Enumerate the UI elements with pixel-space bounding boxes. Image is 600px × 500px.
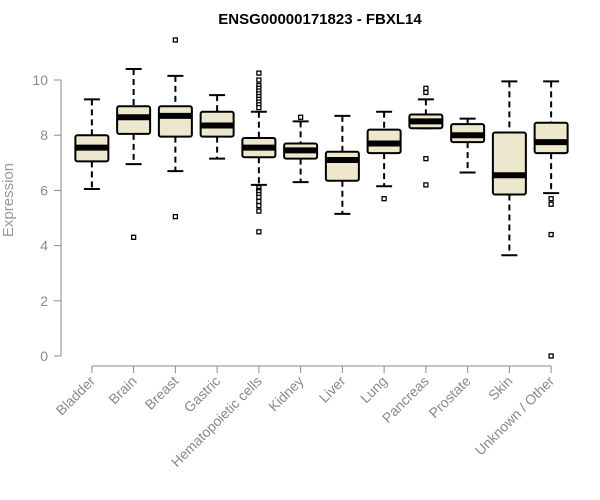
box-bladder — [74, 98, 110, 191]
outlier-point — [256, 198, 262, 205]
y-tick-label: 4 — [40, 238, 48, 254]
outlier-point — [423, 156, 429, 162]
outlier-point — [172, 213, 179, 220]
x-tick-label: Unknown / Other — [472, 373, 558, 459]
outlier-point — [256, 229, 262, 235]
box-prostate — [450, 117, 486, 174]
box-breast — [157, 37, 193, 220]
y-tick-label: 6 — [40, 182, 48, 198]
box-skin — [491, 80, 527, 257]
outlier-point — [423, 89, 429, 96]
box-lung — [366, 110, 402, 202]
outlier-point — [256, 104, 262, 111]
box-gastric — [199, 94, 235, 160]
box-body — [533, 121, 569, 155]
outlier-point — [172, 37, 179, 43]
x-tick-label: Prostate — [426, 373, 474, 421]
x-tick-label: Lung — [357, 373, 390, 406]
box-pancreas — [408, 85, 444, 188]
outlier-point — [423, 85, 429, 91]
outlier-point — [548, 353, 554, 359]
outlier-point — [256, 202, 262, 209]
outlier-point — [381, 196, 387, 202]
y-axis-label: Expression — [0, 163, 17, 237]
x-tick-label: Bladder — [53, 373, 99, 419]
box-liver — [324, 114, 360, 215]
outlier-point — [256, 208, 262, 214]
outlier-point — [548, 201, 554, 207]
x-tick-label: Liver — [316, 373, 349, 406]
outlier-point — [256, 77, 262, 83]
box-body — [324, 150, 360, 182]
boxes-layer — [74, 37, 569, 359]
y-tick-label: 8 — [40, 127, 48, 143]
x-tick-label: Skin — [485, 373, 516, 404]
y-tick-label: 2 — [40, 293, 48, 309]
outlier-point — [548, 231, 554, 238]
outlier-point — [297, 114, 304, 120]
x-tick-label: Breast — [142, 373, 182, 413]
box-brain — [116, 67, 152, 240]
box-body — [157, 105, 193, 138]
box-unknown-other — [533, 80, 569, 359]
box-kidney — [283, 114, 319, 184]
chart-title: ENSG00000171823 - FBXL14 — [218, 11, 422, 28]
outlier-point — [256, 194, 262, 200]
outlier-point — [548, 196, 554, 202]
x-tick-label: Brain — [105, 373, 139, 407]
outlier-point — [130, 234, 137, 240]
y-tick-label: 0 — [40, 348, 48, 364]
y-axis: 0 2 4 6 8 10 — [32, 72, 62, 364]
box-hematopoietic-cells — [241, 70, 277, 235]
y-tick-label: 10 — [32, 72, 48, 88]
outlier-point — [423, 182, 429, 188]
box-body — [491, 131, 527, 196]
x-tick-label: Kidney — [265, 373, 307, 415]
outlier-point — [256, 70, 262, 76]
